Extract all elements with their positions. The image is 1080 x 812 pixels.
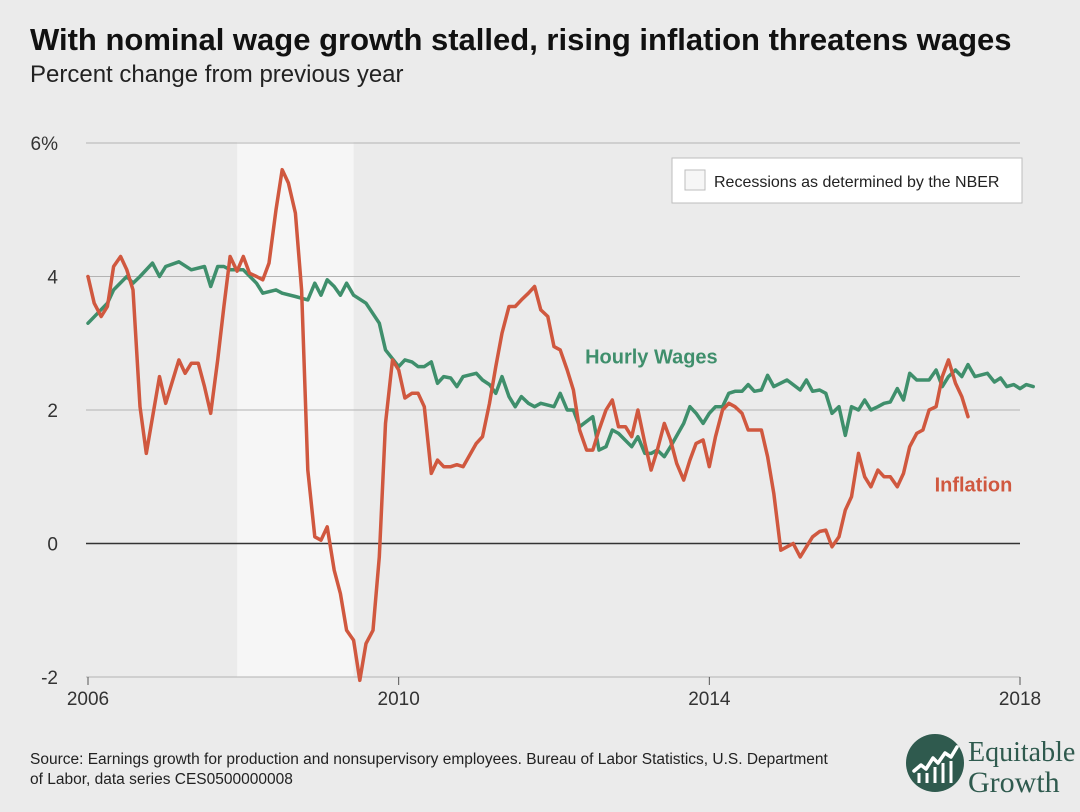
legend-box (671, 157, 1023, 204)
legend-recession-swatch (684, 169, 706, 191)
legend: Recessions as determined by the NBER (671, 157, 1023, 204)
inflation-series-label: Inflation (935, 474, 1013, 496)
x-tick-label: 2018 (999, 689, 1041, 710)
x-tick-label: 2014 (688, 689, 731, 710)
y-tick-label: 0 (47, 535, 58, 556)
chart-title: With nominal wage growth stalled, rising… (30, 22, 1012, 57)
legend-recession-label: Recessions as determined by the NBER (714, 174, 999, 191)
equitable-growth-logo-icon (906, 734, 964, 792)
y-tick-label: -2 (41, 668, 58, 689)
hourly-wages-line (86, 260, 1035, 459)
logo-line-2: Growth (968, 766, 1060, 799)
y-tick-label: 6% (31, 134, 59, 155)
y-tick-label: 4 (47, 268, 58, 289)
x-tick-label: 2010 (378, 689, 420, 710)
logo-wordmark: Equitable Growth (968, 738, 1075, 798)
x-tick-label: 2006 (67, 689, 109, 710)
chart-subtitle: Percent change from previous year (30, 61, 404, 88)
hourly-wages-series-label: Hourly Wages (585, 346, 718, 368)
line-chart: -2 0 2 4 6% 2006 2010 2014 2018 Hourly Wages Inf… (31, 134, 1042, 710)
logo-line-1: Equitable (968, 737, 1076, 768)
source-note: Source: Earnings growth for production a… (30, 751, 828, 788)
inflation-line (86, 167, 970, 683)
y-tick-label: 2 (47, 401, 58, 422)
